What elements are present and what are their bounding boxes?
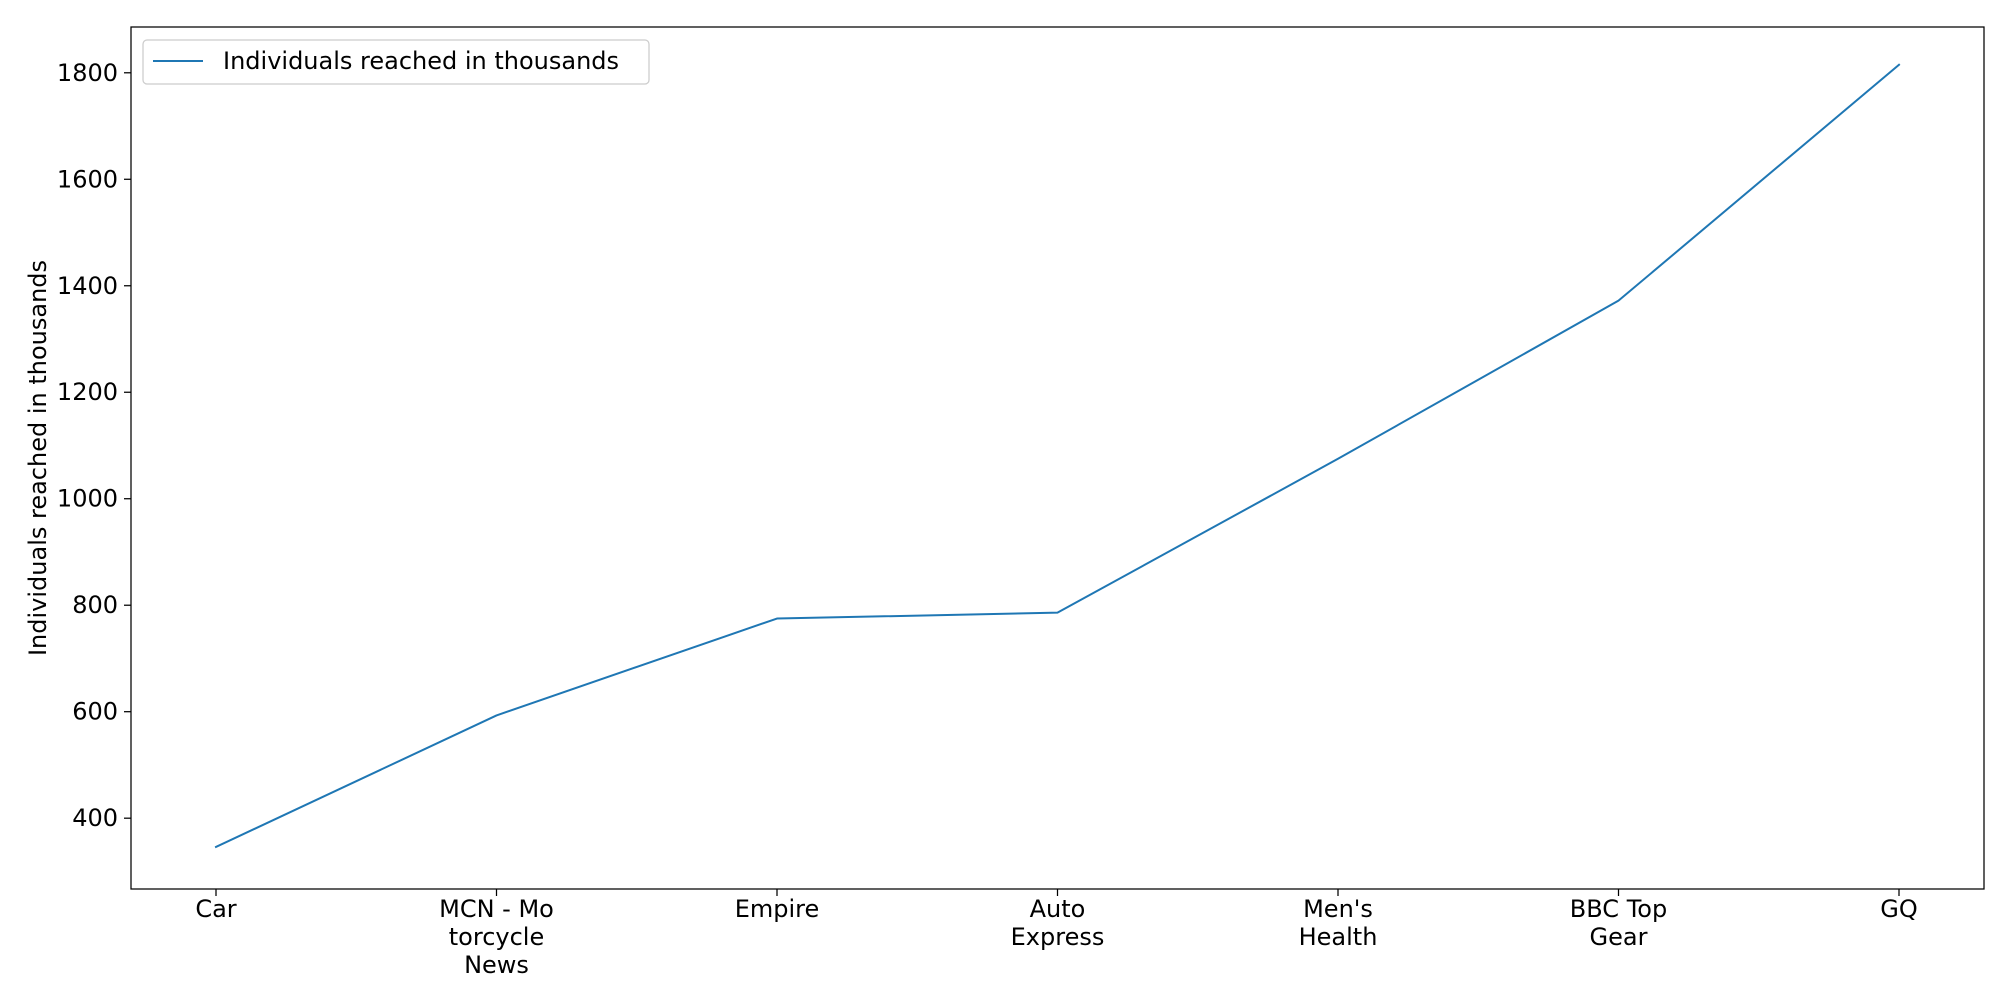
x-tick-label: Men's Health — [1299, 895, 1378, 951]
y-axis-title: Individuals reached in thousands — [24, 260, 52, 656]
plot-frame — [130, 26, 1985, 890]
y-tick-label: 1400 — [57, 272, 118, 300]
y-tick-label: 1600 — [57, 165, 118, 193]
x-axis-ticks: Car MCN - Mo torcycle News Empire Auto Express… — [195, 889, 1918, 979]
x-tick-label-line: Express — [1011, 923, 1105, 951]
plot-area — [131, 27, 1984, 889]
x-tick-label-line: MCN - Mo — [439, 895, 554, 923]
x-tick-label: GQ — [1880, 895, 1918, 923]
legend-box — [142, 39, 650, 85]
x-tick-label-line: Car — [195, 895, 236, 923]
x-tick-label-line: torcycle — [449, 923, 544, 951]
x-tick-label: Auto Express — [1011, 895, 1105, 951]
y-tick-label: 1200 — [57, 378, 118, 406]
y-axis-ticks: 400 600 800 1000 1200 1400 1600 1800 — [57, 59, 131, 832]
y-tick-label: 1800 — [57, 59, 118, 87]
x-tick-label: BBC Top Gear — [1570, 895, 1667, 951]
legend-label: Individuals reached in thousands — [223, 47, 619, 75]
series-line — [214, 63, 1901, 849]
x-tick-label-line: GQ — [1880, 895, 1918, 923]
x-tick-label-line: Empire — [735, 895, 820, 923]
y-tick-label: 800 — [72, 591, 118, 619]
x-tick-label-line: News — [464, 951, 529, 979]
x-tick-label: Empire — [735, 895, 820, 923]
x-tick-label: Car — [195, 895, 236, 923]
x-tick-label-line: BBC Top — [1570, 895, 1667, 923]
x-tick-label-line: Gear — [1590, 923, 1648, 951]
x-tick-label-line: Health — [1299, 923, 1378, 951]
legend: Individuals reached in thousands — [142, 39, 650, 85]
x-tick-label-line: Auto — [1030, 895, 1086, 923]
x-tick-label-line: Men's — [1303, 895, 1373, 923]
x-tick-label: MCN - Mo torcycle News — [439, 895, 554, 979]
y-tick-label: 1000 — [57, 485, 118, 513]
y-tick-label: 400 — [72, 804, 118, 832]
y-tick-label: 600 — [72, 698, 118, 726]
series-layer — [214, 63, 1901, 849]
